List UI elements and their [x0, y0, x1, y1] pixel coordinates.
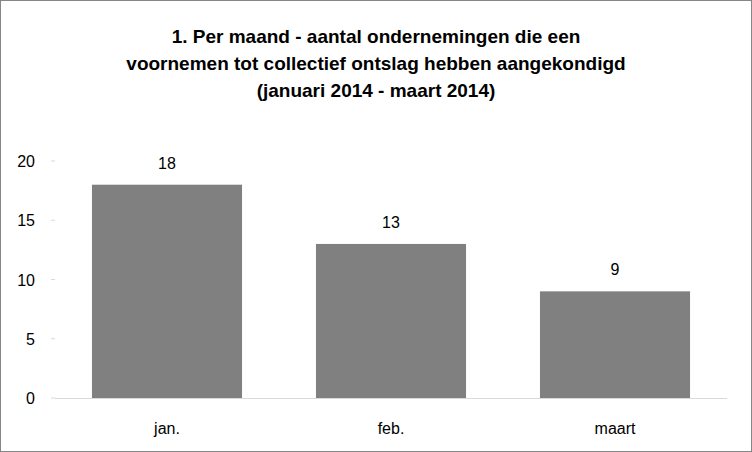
- y-tick: [51, 161, 55, 162]
- title-line: 1. Per maand - aantal ondernemingen die …: [172, 26, 581, 47]
- title-line: voornemen tot collectief ontslag hebben …: [126, 53, 625, 74]
- y-tick-label: 5: [26, 331, 35, 348]
- data-label: 13: [382, 214, 400, 231]
- title-line: (januari 2014 - maart 2014): [257, 80, 496, 101]
- x-axis-line: [55, 398, 727, 399]
- y-tick: [51, 220, 55, 221]
- bar: [540, 291, 690, 398]
- y-tick-label: 10: [17, 272, 35, 289]
- x-tick-label: jan.: [153, 420, 180, 437]
- bar: [92, 185, 242, 398]
- x-tick-label: maart: [595, 420, 636, 437]
- y-tick: [51, 398, 55, 399]
- data-label: 9: [611, 261, 620, 278]
- y-tick-label: 20: [17, 153, 35, 170]
- y-tick-label: 0: [26, 390, 35, 407]
- chart-svg: 1. Per maand - aantal ondernemingen die …: [0, 0, 752, 452]
- data-label: 18: [158, 155, 176, 172]
- x-tick-label: feb.: [378, 420, 405, 437]
- bar: [316, 244, 466, 398]
- y-tick: [51, 279, 55, 280]
- y-tick-label: 15: [17, 212, 35, 229]
- chart-container: 1. Per maand - aantal ondernemingen die …: [0, 0, 752, 452]
- bars-group: [92, 185, 690, 398]
- chart-title: 1. Per maand - aantal ondernemingen die …: [126, 26, 625, 101]
- y-tick: [51, 338, 55, 339]
- chart-border: [1, 1, 752, 452]
